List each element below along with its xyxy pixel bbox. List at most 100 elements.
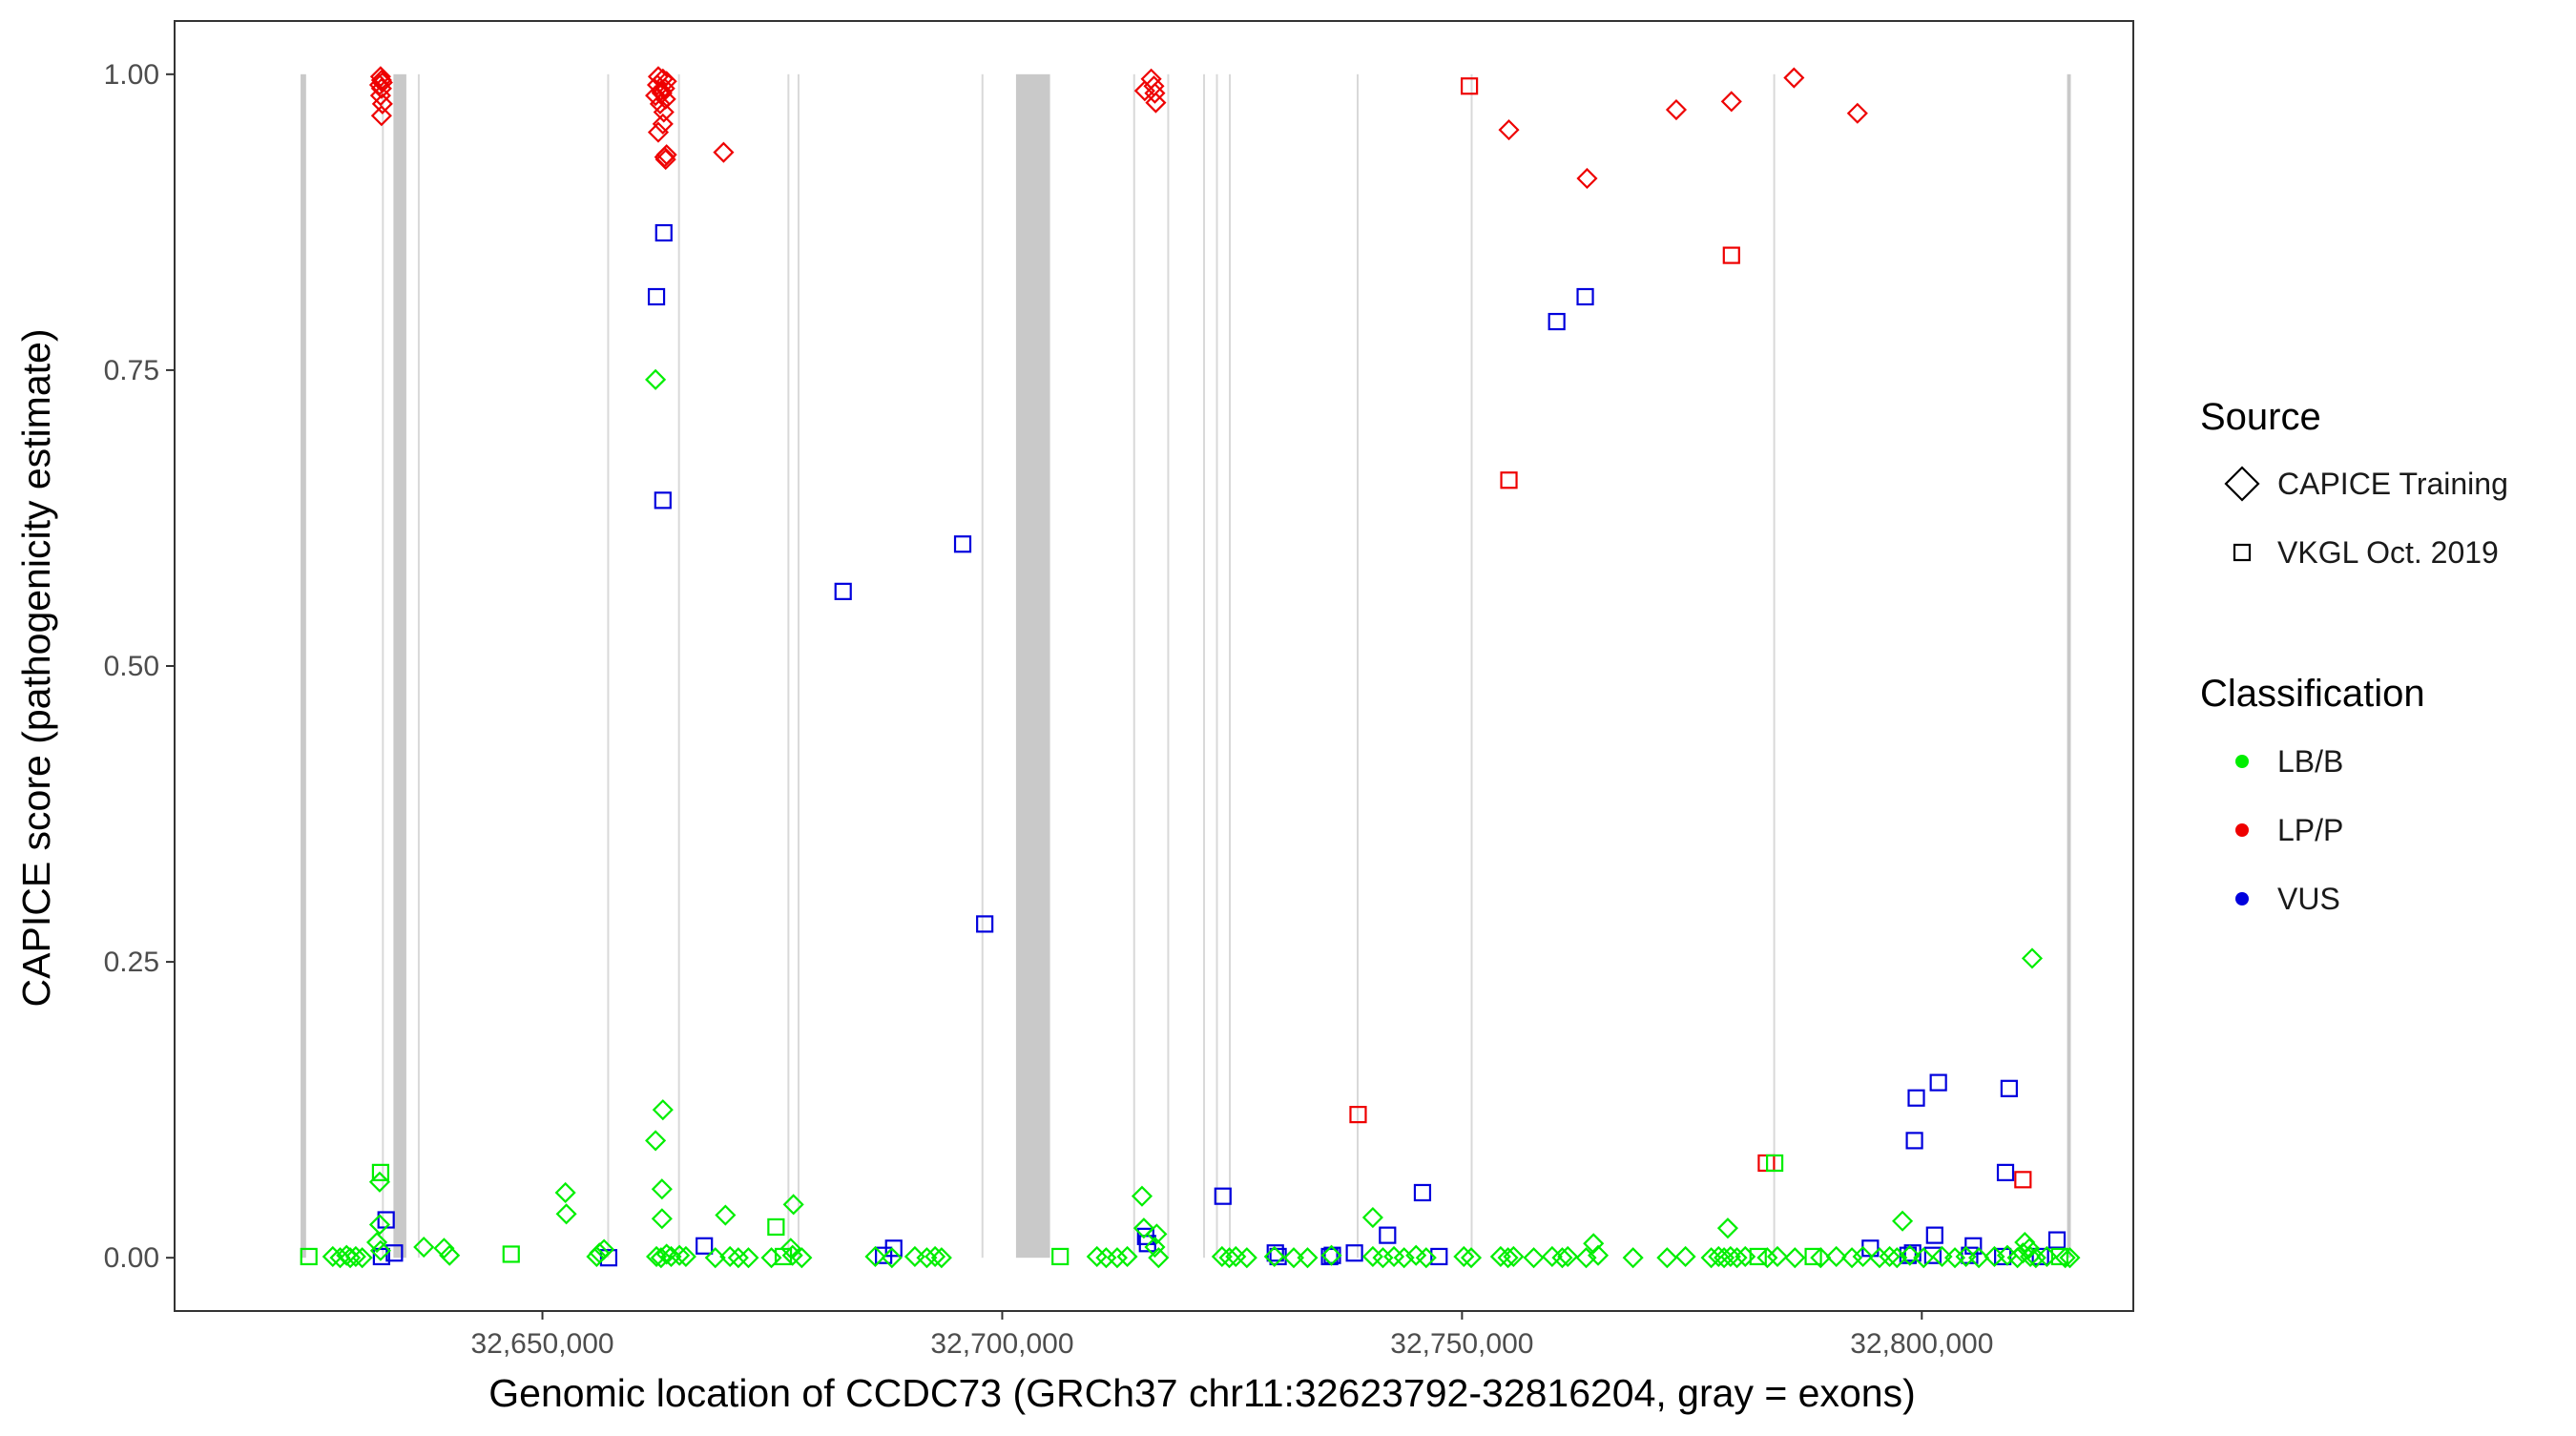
data-point-diamond [1726,1247,1748,1269]
exon-band [1167,73,1170,1259]
data-point-diamond [329,1247,351,1269]
data-point-diamond [1211,1245,1233,1267]
data-point-diamond [1236,1247,1257,1269]
data-point-diamond [1766,1245,1789,1267]
data-point-square [654,223,673,242]
exon-band [301,73,306,1259]
data-point-diamond [1622,1247,1644,1269]
data-point-diamond [1576,167,1598,190]
data-point-diamond [1674,1245,1696,1267]
data-point-diamond [1955,1245,1977,1267]
data-point-diamond [1320,1244,1342,1266]
data-point-square [1430,1247,1448,1266]
data-point-diamond [737,1247,759,1269]
data-point-diamond [1665,98,1688,121]
exon-band [382,73,384,1259]
legend-classification-title: Classification [2200,673,2425,715]
exon-band [1470,73,1473,1259]
data-point-square [2050,1247,2068,1266]
data-point-diamond [1784,1247,1806,1269]
exon-band [417,73,420,1259]
exon-band [981,73,984,1259]
data-point-diamond [589,1242,611,1264]
legend-source-item-vkgl: VKGL Oct. 2019 [2277,535,2499,570]
exon-band [1229,73,1232,1259]
data-point-diamond [1263,1245,1285,1267]
data-point-diamond [1144,82,1166,104]
exon-band [1203,73,1206,1259]
data-point-diamond [791,1247,813,1269]
data-point-diamond [916,1247,938,1269]
data-point-diamond [1656,1247,1678,1269]
data-point-diamond [653,101,675,123]
data-point-diamond [1810,1247,1832,1269]
data-point-square [1461,77,1479,95]
data-point-square [2000,1079,2018,1097]
data-point-diamond [1497,1247,1519,1269]
data-point-diamond [1132,1217,1154,1239]
exon-band [1356,73,1359,1259]
legend-class-item-vus: VUS [2277,882,2340,916]
data-point-diamond [1218,1247,1240,1269]
data-point-diamond [669,1244,691,1266]
data-point-square [2031,1247,2049,1266]
data-point-diamond [881,1247,903,1269]
exon-band [797,73,800,1259]
data-point-diamond [713,141,735,163]
data-point-square [1345,1244,1363,1262]
legend-source-item-capice: CAPICE Training [2277,467,2508,501]
exon-band [1132,73,1135,1259]
legend: Source CAPICE Training VKGL Oct. 2019 Cl… [2200,396,2508,916]
data-point-diamond [1587,1244,1610,1266]
data-point-diamond [1931,1245,1953,1267]
data-point-diamond [760,1247,782,1269]
exon-band [677,73,680,1259]
data-point-diamond [1415,1247,1437,1269]
data-point-square [1905,1132,1923,1150]
data-point-square [1138,1235,1156,1253]
legend-lbb-key [2235,755,2249,768]
data-point-diamond [864,1245,886,1267]
data-point-diamond [1943,1247,1966,1269]
data-point-square [1214,1187,1232,1205]
y-tick-label: 1.00 [104,59,159,91]
data-point-diamond [655,144,677,166]
data-point-diamond [2025,1247,2046,1269]
data-point-diamond [1282,1247,1305,1269]
data-point-diamond [924,1245,946,1267]
y-tick-label: 0.75 [104,355,159,386]
data-point-diamond [1783,67,1805,89]
data-point-diamond [782,1194,804,1216]
data-point-diamond [1720,91,1742,113]
exon-band [787,73,790,1259]
data-point-diamond [647,121,670,143]
data-point-diamond [1557,1245,1579,1267]
data-point-diamond [1892,1210,1914,1232]
data-point-diamond [365,1232,388,1254]
data-point-square [696,1237,714,1255]
data-point-diamond [1879,1245,1901,1267]
data-point-diamond [344,1245,366,1267]
x-axis-label: Genomic location of CCDC73 (GRCh37 chr11… [488,1371,1915,1415]
data-points [300,66,2081,1269]
data-point-diamond [1145,92,1167,114]
data-point-diamond [2019,1245,2042,1267]
data-point-diamond [655,1243,677,1265]
data-point-diamond [439,1244,461,1266]
data-point-diamond [1361,1206,1383,1229]
exon-band [1773,73,1776,1259]
data-point-square [599,1249,618,1267]
data-point-diamond [1523,1247,1545,1269]
data-point-square [1765,1154,1784,1173]
data-point-diamond [1825,1245,1847,1267]
y-tick-label: 0.25 [104,947,159,978]
data-point-diamond [652,1099,674,1121]
data-point-diamond [1148,1247,1170,1269]
data-point-diamond [719,1245,741,1267]
data-point-square [300,1247,318,1266]
data-point-square [1051,1247,1070,1266]
data-point-diamond [1846,102,1868,124]
data-point-square [1996,1163,2015,1181]
data-point-diamond [1131,1185,1153,1207]
data-point-diamond [1575,1247,1597,1269]
